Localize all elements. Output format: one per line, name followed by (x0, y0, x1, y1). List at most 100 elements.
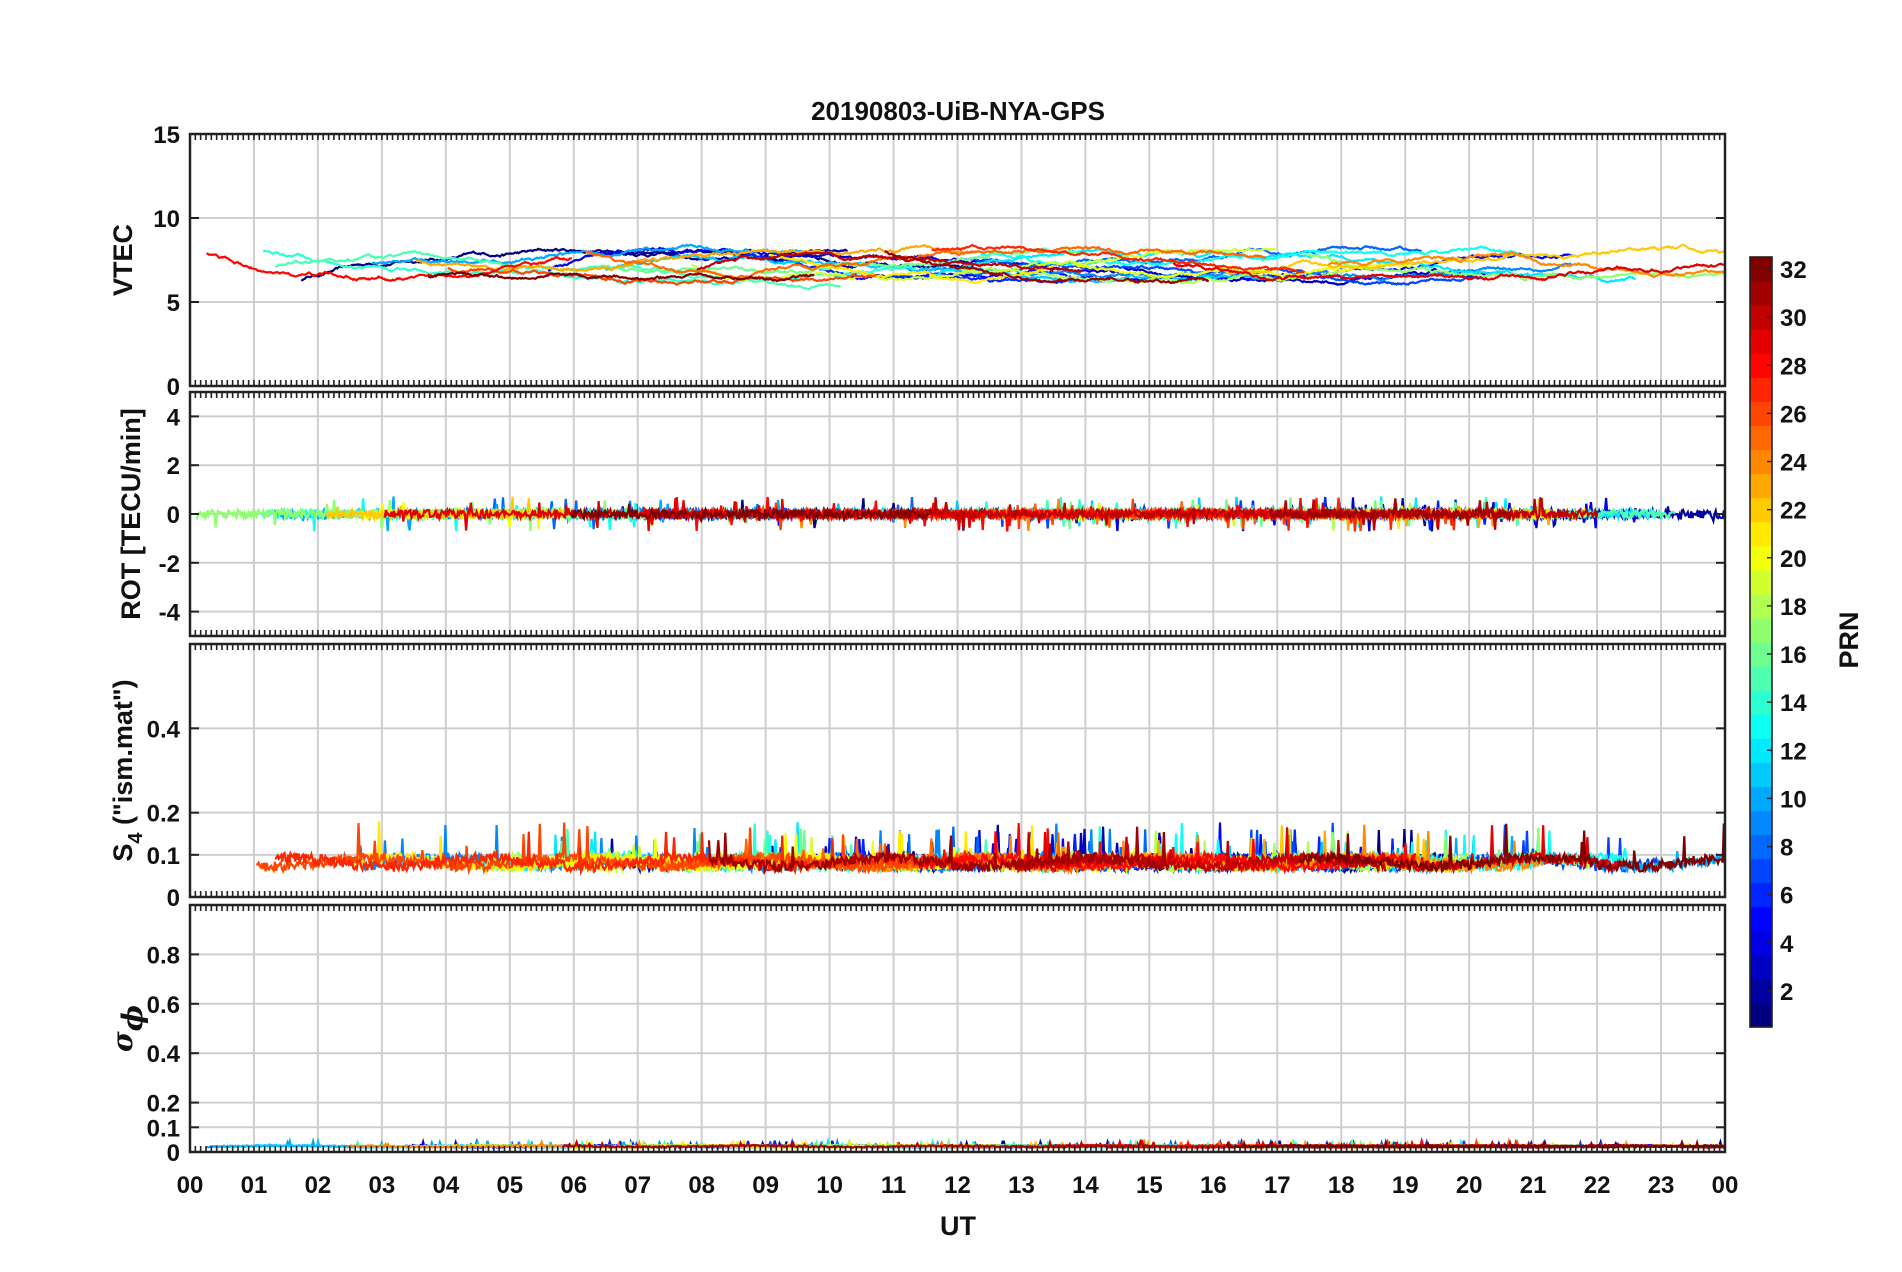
x-tick-label: 18 (1328, 1172, 1355, 1199)
colorbar-segment (1750, 714, 1772, 739)
colorbar-segment (1750, 690, 1772, 715)
colorbar-frame (1749, 256, 1773, 1028)
colorbar-tick-label: 10 (1780, 786, 1807, 813)
colorbar-segment (1750, 762, 1772, 787)
series-line-prn-31 (707, 826, 1168, 876)
series-line-prn-27 (274, 831, 973, 876)
series-line-prn-32 (1299, 823, 1725, 875)
y-axis-label: ROT [TECU/min] (116, 408, 146, 619)
x-tick-label: 16 (1200, 1172, 1227, 1199)
colorbar-segment (1750, 425, 1772, 451)
panel-frame (188, 642, 1727, 899)
series-line-prn-30 (562, 1138, 1154, 1150)
colorbar-tick-label: 16 (1780, 642, 1807, 669)
series-line-prn-28 (206, 252, 572, 282)
colorbar-segment (1750, 377, 1772, 402)
series-line-prn-27 (931, 243, 1305, 274)
grid-lines (190, 134, 1725, 386)
y-tick-label: 0 (167, 502, 180, 529)
colorbar-tick-label: 2 (1780, 979, 1793, 1006)
colorbar-segment (1750, 1002, 1772, 1028)
y-tick-label: 0.4 (147, 716, 181, 743)
colorbar-segment (1750, 401, 1772, 427)
series-line-prn-13 (980, 245, 1526, 267)
colorbar-segment (1750, 978, 1772, 1004)
series-line-prn-29 (1172, 262, 1725, 282)
colorbar-label: PRN (1834, 611, 1864, 668)
y-tick-label: 0 (167, 1140, 180, 1167)
y-tick-label: 4 (167, 404, 181, 431)
colorbar-tick-label: 24 (1780, 450, 1807, 477)
x-tick-label: 17 (1264, 1172, 1291, 1199)
colorbar-segment (1750, 305, 1772, 330)
colorbar-segment (1750, 281, 1772, 306)
colorbar-segment (1750, 930, 1772, 956)
colorbar-segment (1750, 906, 1772, 932)
colorbar-segment (1750, 521, 1772, 547)
series-line-prn-32 (1225, 1137, 1725, 1150)
colorbar-segment (1750, 257, 1772, 282)
x-tick-label: 05 (496, 1172, 523, 1199)
series-line-prn-30 (880, 496, 1599, 531)
y-tick-label: 0.4 (147, 1041, 181, 1068)
y-tick-label: -4 (159, 600, 181, 627)
colorbar-segment (1750, 593, 1772, 619)
series-line-prn-26 (447, 266, 878, 286)
x-axis-label: UT (940, 1211, 976, 1241)
x-tick-label: 00 (177, 1172, 204, 1199)
x-tick-label: 09 (752, 1172, 779, 1199)
chart-title: 20190803-UiB-NYA-GPS (811, 96, 1105, 126)
series-line-prn-31 (1269, 498, 1513, 526)
y-tick-label: 10 (153, 206, 180, 233)
x-tick-label: 23 (1648, 1172, 1675, 1199)
series-line-prn-21 (768, 253, 1054, 285)
colorbar-segment (1750, 569, 1772, 595)
x-tick-label: 14 (1072, 1172, 1099, 1199)
colorbar-tick-label: 12 (1780, 738, 1807, 765)
colorbar-segment (1750, 329, 1772, 354)
colorbar-tick-label: 30 (1780, 305, 1807, 332)
colorbar-tick-label: 20 (1780, 546, 1807, 573)
y-tick-label: 15 (153, 122, 180, 149)
y-tick-label: 5 (167, 290, 180, 317)
series-line-prn-17 (1306, 253, 1725, 282)
x-tick-label: 08 (688, 1172, 715, 1199)
x-tick-label: 13 (1008, 1172, 1035, 1199)
panel-rot: -4 -2 0 2 4 ROT [TECU/min] (116, 390, 1727, 638)
colorbar-tick-label: 8 (1780, 835, 1793, 862)
x-tick-label: 04 (432, 1172, 459, 1199)
colorbar-tick-label: 26 (1780, 401, 1807, 428)
x-tick-labels: 00 01 02 03 04 05 06 07 08 09 10 11 12 13 14 15 16 17 18 19… (177, 1172, 1739, 1199)
y-tick-label: -2 (159, 551, 180, 578)
colorbar-tick-label: 4 (1780, 931, 1794, 958)
series-line-prn-23 (415, 244, 977, 272)
colorbar-tick-label: 28 (1780, 353, 1807, 380)
x-tick-label: 01 (241, 1172, 268, 1199)
y-tick-label: 0.1 (147, 1115, 180, 1142)
x-tick-label: 15 (1136, 1172, 1163, 1199)
x-tick-label: 19 (1392, 1172, 1419, 1199)
series-line-prn-24 (1328, 251, 1725, 279)
series-line-prn-32 (569, 503, 933, 524)
colorbar-segment (1750, 617, 1772, 643)
colorbar-segment (1750, 834, 1772, 860)
colorbar-segment (1750, 858, 1772, 884)
y-tick-label: 0.8 (147, 942, 180, 969)
colorbar-tick-label: 18 (1780, 594, 1807, 621)
x-tick-label: 20 (1456, 1172, 1483, 1199)
panel-frame (188, 390, 1727, 638)
x-tick-label: 00 (1712, 1172, 1739, 1199)
y-tick-label: 0.1 (147, 843, 180, 870)
colorbar-segment (1750, 882, 1772, 908)
y-axis-label: σϕ (106, 1005, 149, 1052)
x-tick-label: 12 (944, 1172, 971, 1199)
colorbar-tick-label: 14 (1780, 690, 1807, 717)
series-group (255, 821, 1725, 876)
series-line-prn-25 (584, 245, 1267, 280)
colorbar-segment (1750, 738, 1772, 763)
x-tick-label: 11 (881, 1172, 906, 1199)
colorbar-segment (1750, 449, 1772, 475)
